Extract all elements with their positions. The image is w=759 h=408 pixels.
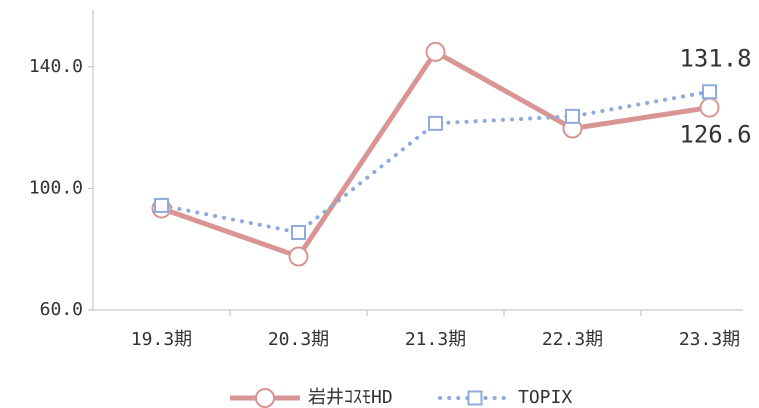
y-tick-label: 140.0	[29, 56, 83, 77]
x-tick-label: 21.3期	[405, 329, 466, 350]
point	[154, 197, 169, 213]
y-tick-label: 60.0	[40, 299, 83, 320]
series-line	[159, 89, 712, 235]
point	[699, 97, 720, 118]
x-tick-label: 19.3期	[131, 329, 192, 350]
y-tick-label: 100.0	[29, 177, 83, 198]
point	[467, 390, 483, 406]
point	[702, 84, 717, 100]
x-tick-label: 22.3期	[542, 329, 603, 350]
point	[425, 41, 446, 62]
point	[291, 224, 306, 240]
x-tick-label: 20.3期	[268, 329, 329, 350]
legend-label: TOPIX	[518, 387, 572, 408]
data-label: 126.6	[679, 121, 751, 149]
point	[428, 115, 443, 131]
legend-label: 岩井ｺｽﾓHD	[308, 387, 393, 408]
point	[288, 246, 309, 267]
data-label: 131.8	[679, 45, 751, 73]
point	[255, 388, 275, 408]
x-tick-label: 23.3期	[679, 329, 740, 350]
series-line	[160, 48, 710, 260]
point	[565, 108, 580, 124]
